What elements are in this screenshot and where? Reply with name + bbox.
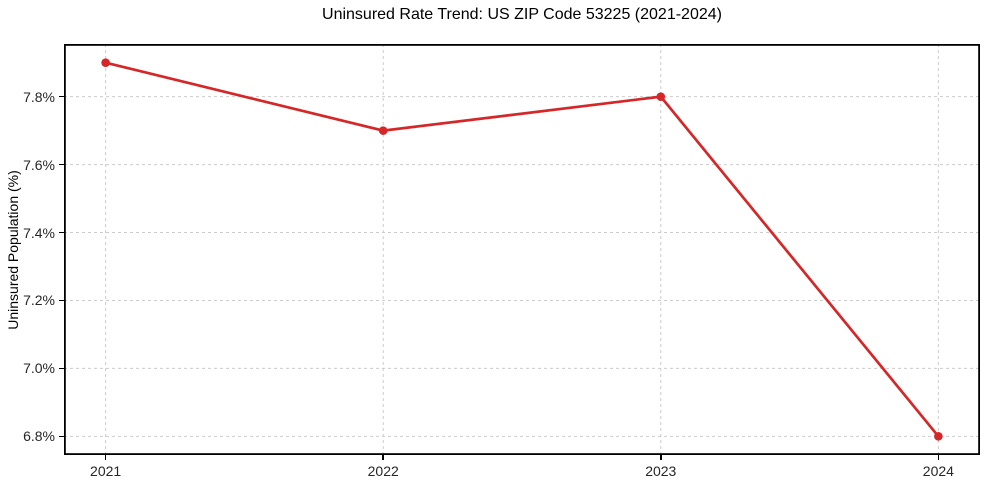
data-point-marker <box>378 126 388 135</box>
plot-border <box>64 44 980 455</box>
y-tick-mark <box>59 299 64 302</box>
x-tick-label: 2022 <box>367 463 399 479</box>
plot-area <box>64 44 980 455</box>
x-tick-mark <box>937 455 940 460</box>
data-point-marker <box>934 432 943 441</box>
y-tick-label: 6.8% <box>23 428 55 445</box>
chart-title: Uninsured Rate Trend: US ZIP Code 53225 … <box>322 6 722 23</box>
x-tick-mark <box>104 455 107 460</box>
y-tick-mark <box>59 231 64 234</box>
data-point-marker <box>101 58 110 67</box>
y-tick-mark <box>59 163 64 166</box>
y-tick-mark <box>59 367 64 370</box>
trend-line <box>104 61 940 438</box>
x-tick-mark <box>382 455 384 460</box>
x-tick-label: 2021 <box>90 463 122 479</box>
x-tick-mark <box>660 455 662 460</box>
y-tick-label: 7.0% <box>23 360 55 377</box>
y-tick-label: 7.2% <box>23 292 55 309</box>
x-tick-label: 2023 <box>645 463 677 479</box>
y-tick-label: 7.8% <box>23 88 55 105</box>
y-tick-mark <box>59 95 64 98</box>
x-tick-label: 2024 <box>922 463 954 479</box>
data-point-marker <box>656 92 666 101</box>
y-tick-label: 7.6% <box>23 156 55 173</box>
y-tick-label: 7.4% <box>23 224 55 241</box>
chart-canvas <box>64 44 980 455</box>
y-tick-mark <box>59 435 64 438</box>
